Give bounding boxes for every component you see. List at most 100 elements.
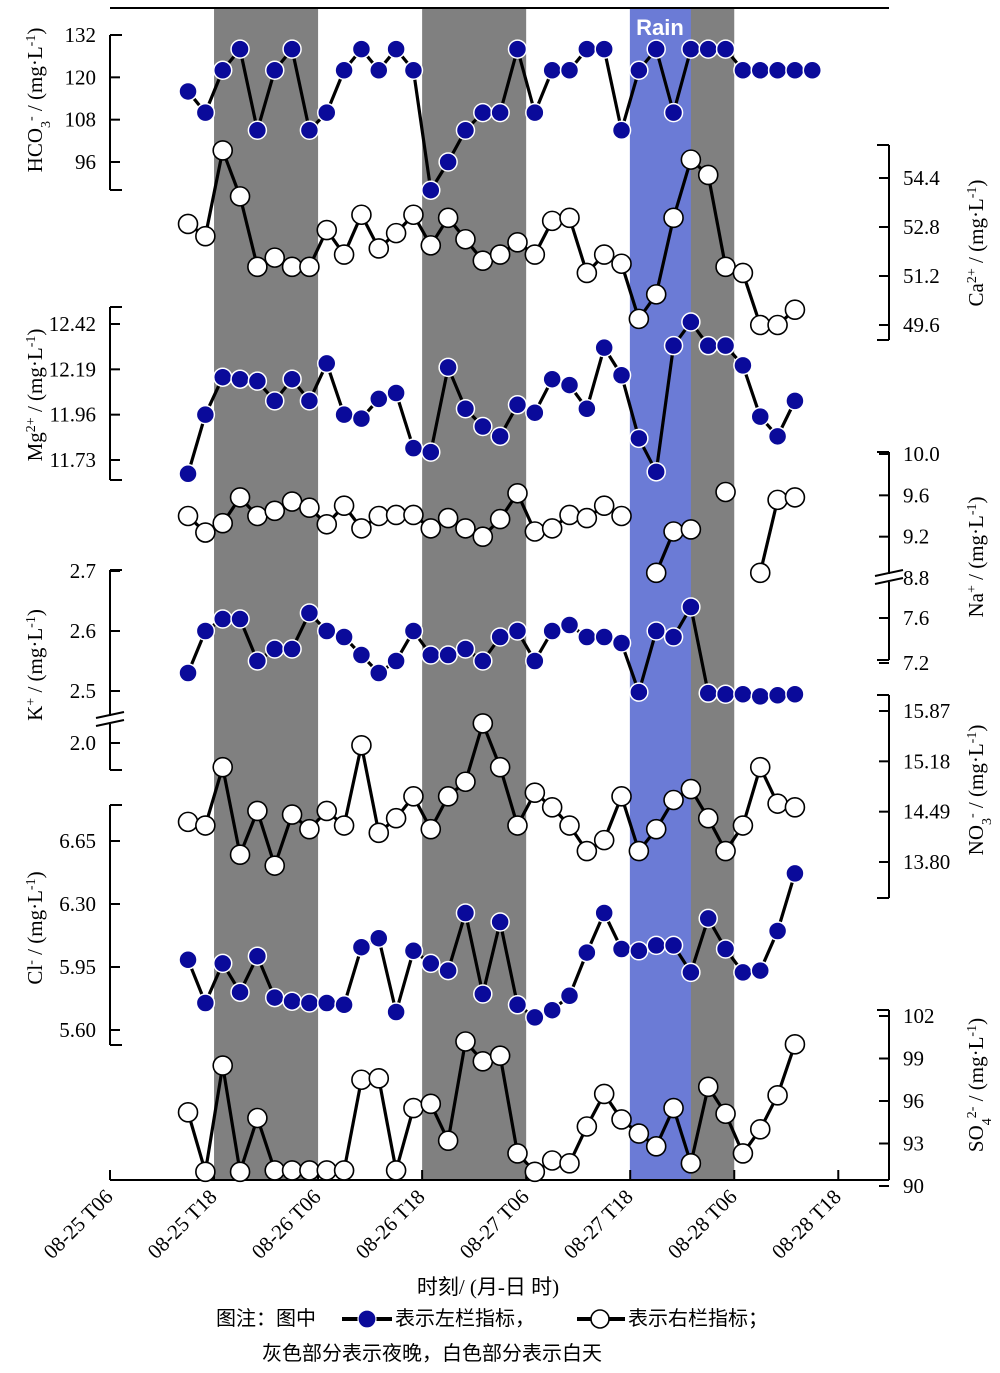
series-na-point xyxy=(593,495,615,516)
series-so4-point xyxy=(663,1097,684,1119)
series-no3-point xyxy=(299,818,320,840)
series-cl-point xyxy=(785,863,805,884)
legend-open-marker xyxy=(590,1309,610,1329)
x-tick-label-7: 08-28 T18 xyxy=(767,1185,846,1264)
series-na-point xyxy=(611,505,632,527)
series-mg-point xyxy=(317,353,337,374)
series-no3-point xyxy=(576,840,598,862)
series-so4-point xyxy=(264,1160,286,1181)
series-so4-point xyxy=(593,1083,615,1105)
legend-note-line2: 灰色部分表示夜晚，白色部分表示白天 xyxy=(262,1341,602,1365)
series-cl-point xyxy=(386,1002,406,1022)
series-cl-point xyxy=(733,962,753,983)
background-bands xyxy=(214,8,735,1180)
series-so4-point xyxy=(628,1123,650,1144)
series-ca-point xyxy=(403,204,424,226)
series-no3-point xyxy=(715,840,736,862)
y-axis-title-cl: Cl- / (mg·L-1) xyxy=(23,871,47,984)
night-band-2 xyxy=(422,8,527,1180)
series-ca xyxy=(177,140,806,336)
series-ca-point xyxy=(264,247,286,268)
series-na-point xyxy=(247,505,268,527)
series-cl-point xyxy=(767,921,788,941)
legend-note: 图注：图中 表示左栏指标， 表示右栏指标； 灰色部分表示夜晚，白色部分表示白天 xyxy=(216,1306,768,1365)
series-hco3-segment xyxy=(290,48,311,131)
series-so4-segment xyxy=(342,1079,364,1171)
series-mg-point xyxy=(577,399,597,419)
series-cl-point xyxy=(681,962,701,983)
y-tick-label-so4: 93 xyxy=(903,1132,924,1156)
series-so4-point xyxy=(472,1051,494,1072)
axis-break-stroke xyxy=(95,719,125,727)
series-mg-point xyxy=(386,383,406,403)
series-mg-point xyxy=(212,367,233,387)
axis-break-gap xyxy=(96,716,124,724)
y-tick-label-cl: 6.65 xyxy=(59,829,96,853)
series-no3-point xyxy=(697,807,719,829)
series-hco3-point xyxy=(525,102,545,123)
series-no3-point xyxy=(645,818,667,840)
series-no3-point xyxy=(593,829,615,851)
y-tick-label-so4: 102 xyxy=(903,1004,935,1028)
series-k-point xyxy=(264,639,285,659)
series-ca-point xyxy=(437,207,459,229)
rain-label: Rain xyxy=(636,15,684,40)
series-cl-point xyxy=(559,986,580,1006)
series-so4-point xyxy=(437,1130,459,1151)
series-so4-segment xyxy=(394,1107,415,1171)
series-ca-point xyxy=(368,238,390,259)
series-so4-segment xyxy=(186,1111,207,1173)
series-k-point xyxy=(282,639,302,659)
series-k-point xyxy=(715,684,736,704)
series-hco3-point xyxy=(178,81,198,102)
y-axis-title-k: K+ / (mg·L-1) xyxy=(23,609,47,721)
series-hco3-point xyxy=(663,102,684,123)
axis-break-stroke xyxy=(874,569,904,577)
y-tick-label-hco3: 120 xyxy=(65,65,97,89)
series-hco3-point xyxy=(681,39,701,59)
series-hco3-point xyxy=(317,102,337,123)
series-cl-point xyxy=(629,941,649,961)
series-na-point xyxy=(195,522,216,543)
series-k-segment xyxy=(637,630,658,693)
series-so4-point xyxy=(212,1055,234,1076)
series-so4-point xyxy=(489,1045,511,1066)
series-mg-point xyxy=(681,312,701,332)
series-so4-point xyxy=(784,1034,806,1055)
series-so4-point xyxy=(316,1160,338,1181)
series-mg-point xyxy=(299,391,320,411)
series-k-point xyxy=(299,603,320,623)
y-tick-label-k: 2.6 xyxy=(70,619,96,643)
series-na xyxy=(177,481,806,584)
series-ca-point xyxy=(593,244,615,265)
series-k-point xyxy=(542,621,562,641)
series-k-point xyxy=(681,597,701,617)
series-ca-point xyxy=(628,308,650,330)
y-axis-so4: 90 93 96 99 102 SO42- / (mg·L-1) xyxy=(877,1004,995,1198)
series-no3-point xyxy=(784,796,806,818)
y-tick-label-k: 2.5 xyxy=(70,679,96,703)
y-tick-label-na: 7.2 xyxy=(903,651,929,675)
series-ca-point xyxy=(195,225,216,247)
series-hco3-point xyxy=(334,60,354,81)
y-tick-label-k: 2.0 xyxy=(70,731,96,755)
series-hco3-segment xyxy=(515,48,537,114)
y-tick-label-na: 7.6 xyxy=(903,606,929,630)
y-axis-title-mg: Mg2+ / (mg·L-1) xyxy=(23,329,47,462)
series-so4-point xyxy=(385,1160,407,1181)
series-so4-segment xyxy=(377,1078,398,1171)
series-k-point xyxy=(490,627,510,647)
series-na-point xyxy=(316,513,338,535)
series-cl-point xyxy=(455,903,476,923)
y-tick-label-no3: 15.87 xyxy=(903,699,950,723)
series-no3-point xyxy=(264,855,286,876)
series-mg-segment xyxy=(186,414,207,475)
y-tick-label-ca: 51.2 xyxy=(903,264,940,288)
series-cl-point xyxy=(490,912,510,932)
series-no3-point xyxy=(749,756,771,778)
series-group xyxy=(177,39,823,1183)
series-so4-point xyxy=(524,1161,546,1183)
series-hco3-point xyxy=(559,60,580,81)
